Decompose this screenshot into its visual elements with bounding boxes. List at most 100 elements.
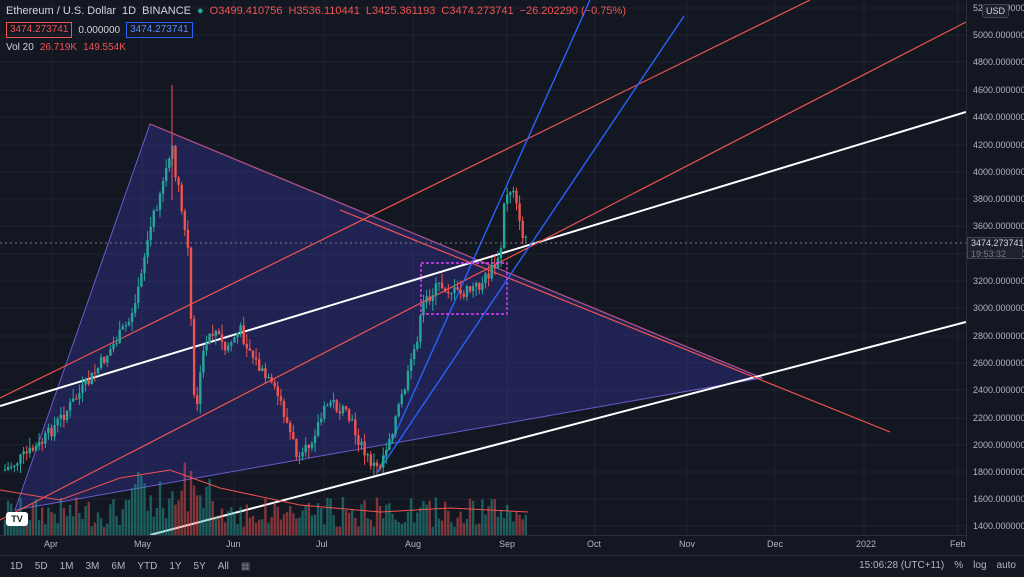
- volume-bar: [121, 508, 124, 535]
- volume-bar: [103, 526, 106, 535]
- candle-body: [16, 463, 19, 466]
- candle-body: [320, 418, 323, 423]
- sell-price-box[interactable]: 3474.273741: [6, 22, 73, 38]
- log-toggle[interactable]: log: [973, 560, 987, 571]
- volume-bar: [344, 510, 348, 535]
- candle-body: [183, 211, 186, 230]
- volume-bar: [130, 488, 134, 535]
- volume-bar: [468, 498, 472, 535]
- volume-bar: [56, 523, 59, 535]
- triangle-top-edge: [149, 123, 763, 379]
- price-tick-label: 1600.000000: [973, 494, 1024, 504]
- candle-body: [481, 283, 484, 290]
- volume-bar: [276, 506, 279, 535]
- candle-body: [196, 395, 199, 405]
- volume-bar: [329, 498, 332, 535]
- candle-body: [338, 411, 341, 414]
- volume-bar: [496, 516, 500, 535]
- range-5d-button[interactable]: 5D: [34, 561, 48, 572]
- volume-bar: [521, 519, 524, 535]
- candle-body: [10, 466, 13, 468]
- candle-body: [47, 427, 50, 434]
- range-6m-button[interactable]: 6M: [111, 561, 126, 572]
- time-axis[interactable]: Apr May Jun Jul Aug Sep Oct Nov Dec 2022 Feb: [0, 535, 966, 552]
- range-ytd-button[interactable]: YTD: [137, 561, 158, 572]
- volume-bar: [354, 517, 357, 535]
- range-1m-button[interactable]: 1M: [59, 561, 74, 572]
- volume-bar: [31, 503, 35, 535]
- candle-body: [431, 295, 434, 301]
- price-chart[interactable]: [0, 0, 966, 535]
- candle-body: [316, 422, 320, 436]
- candle-body: [99, 357, 103, 368]
- candle-body: [124, 325, 128, 327]
- symbol-interval[interactable]: 1D: [122, 5, 137, 17]
- candle-body: [388, 439, 391, 450]
- volume-bar: [227, 511, 230, 535]
- volume-bar: [397, 521, 400, 535]
- candle-body: [295, 439, 298, 457]
- volume-bar: [289, 506, 292, 535]
- candle-body: [121, 326, 124, 330]
- currency-selector[interactable]: USD: [982, 4, 1010, 18]
- volume-bar: [310, 515, 314, 535]
- candle-body: [310, 443, 314, 449]
- volume-bar: [81, 519, 84, 535]
- volume-bar: [471, 500, 475, 535]
- percent-toggle[interactable]: %: [954, 560, 964, 571]
- volume-bar: [220, 508, 224, 535]
- candle-body: [208, 333, 211, 344]
- candle-body: [177, 177, 180, 185]
- volume-bar: [524, 514, 527, 535]
- volume-bar: [254, 522, 258, 535]
- volume-bar: [515, 510, 518, 535]
- candle-body: [447, 291, 450, 294]
- volume-bar: [230, 507, 233, 535]
- range-1d-button[interactable]: 1D: [10, 561, 23, 572]
- ohlc-change: −26.202290 (−0.75%): [519, 5, 626, 17]
- candle-body: [239, 325, 242, 333]
- volume-bar: [183, 462, 186, 535]
- price-axis[interactable]: 5200.0000005000.0000004800.0000004600.00…: [966, 0, 1024, 540]
- clock[interactable]: 15:06:28 (UTC+11): [859, 560, 945, 571]
- candle-body: [59, 414, 62, 419]
- candle-body: [134, 303, 137, 313]
- candle-body: [53, 425, 56, 437]
- range-3m-button[interactable]: 3M: [85, 561, 100, 572]
- range-all-button[interactable]: All: [217, 561, 229, 572]
- tradingview-logo[interactable]: TV: [6, 512, 28, 526]
- candle-body: [515, 190, 518, 204]
- candle-body: [68, 401, 72, 411]
- candle-body: [106, 355, 109, 363]
- volume-bar: [307, 503, 310, 535]
- candle-body: [96, 367, 100, 374]
- candle-body: [279, 396, 283, 401]
- auto-toggle[interactable]: auto: [996, 560, 1016, 571]
- volume-bar: [335, 526, 338, 535]
- candle-body: [391, 434, 394, 440]
- volume-bar: [428, 500, 431, 535]
- volume-bar: [285, 512, 289, 535]
- volume-bar: [248, 517, 252, 535]
- volume-bar: [90, 526, 93, 535]
- candle-body: [375, 462, 379, 467]
- candle-body: [192, 318, 196, 396]
- volume-bar: [118, 524, 121, 535]
- range-1y-button[interactable]: 1Y: [169, 561, 182, 572]
- price-tick-label: 2600.000000: [973, 358, 1024, 368]
- volume-bar: [375, 497, 379, 535]
- time-tick-label: Apr: [44, 539, 59, 549]
- candle-body: [161, 181, 165, 194]
- calendar-icon[interactable]: ▦: [240, 561, 251, 572]
- time-tick-label: Oct: [587, 539, 602, 549]
- volume-bar: [440, 520, 444, 535]
- buy-price-box[interactable]: 3474.273741: [126, 22, 193, 38]
- candle-body: [459, 289, 462, 294]
- candle-body: [456, 287, 459, 290]
- range-5y-button[interactable]: 5Y: [193, 561, 206, 572]
- volume-bar: [363, 500, 366, 535]
- volume-bar: [484, 514, 487, 535]
- volume-bar: [149, 495, 152, 535]
- volume-bar: [99, 518, 103, 535]
- volume-bar: [155, 507, 159, 535]
